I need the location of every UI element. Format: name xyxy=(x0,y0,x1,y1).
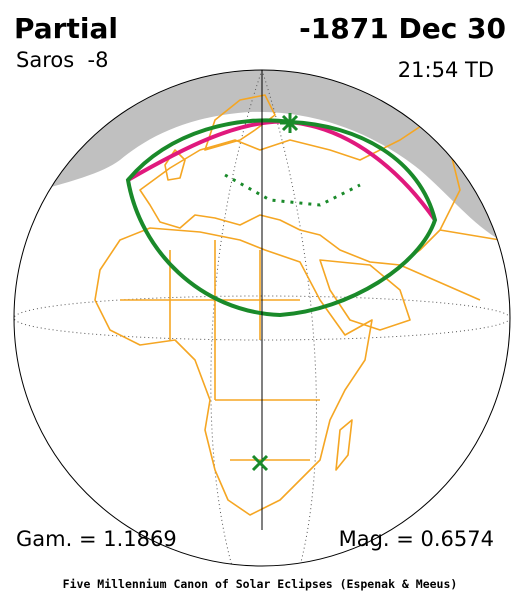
gamma: Gam. = 1.1869 xyxy=(16,527,177,551)
saros: Saros -8 xyxy=(16,48,108,72)
madagascar xyxy=(335,419,353,471)
night-region xyxy=(14,70,510,250)
time: 21:54 TD xyxy=(398,58,494,82)
magnitude: Mag. = 0.6574 xyxy=(339,527,494,551)
credit: Five Millennium Canon of Solar Eclipses … xyxy=(63,577,458,591)
max-line xyxy=(224,173,361,207)
eclipse-type: Partial xyxy=(14,12,118,45)
scandinavia xyxy=(204,94,276,151)
greatest-eclipse-star xyxy=(280,113,300,133)
arabia xyxy=(319,259,411,331)
partial-outline xyxy=(125,118,438,318)
africa xyxy=(94,227,373,516)
borders xyxy=(120,229,501,461)
british-isles xyxy=(164,149,186,181)
subsolar-cross xyxy=(251,454,269,472)
date: -1871 Dec 30 xyxy=(299,12,506,45)
globe-content xyxy=(14,70,510,566)
